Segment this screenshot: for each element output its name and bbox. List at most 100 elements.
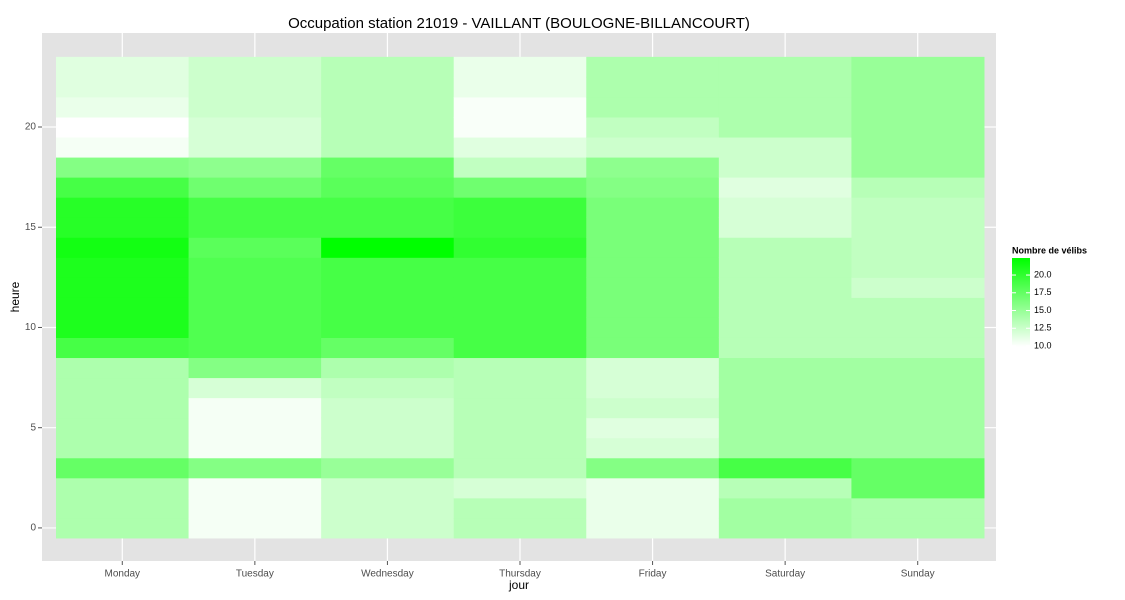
heat-cell [188, 377, 322, 399]
heat-cell [453, 96, 587, 118]
legend-gradient [1012, 302, 1030, 305]
legend-gradient [1012, 296, 1030, 299]
heat-cell [586, 497, 720, 519]
heat-cell [188, 76, 322, 98]
heat-cell [188, 177, 322, 198]
heat-cell [56, 337, 190, 359]
heat-cell [586, 297, 720, 318]
heat-cell [56, 457, 190, 479]
legend-gradient [1012, 294, 1030, 297]
legend-gradient [1012, 264, 1030, 267]
legend-gradient [1012, 306, 1030, 309]
legend-gradient [1012, 318, 1030, 321]
heat-cell [321, 457, 455, 479]
heat-cell [718, 237, 852, 258]
heat-cell [718, 397, 852, 419]
heat-cell [188, 337, 322, 359]
heat-cell [586, 137, 720, 158]
heat-cell [718, 517, 852, 539]
heat-cell [188, 197, 322, 218]
heat-cell [718, 277, 852, 298]
heat-cell [321, 477, 455, 499]
heat-cell [851, 96, 985, 118]
x-tick-label: Thursday [499, 569, 541, 580]
heat-cell [586, 377, 720, 399]
y-axis-title: heure [8, 281, 22, 312]
legend-title: Nombre de vélibs [1012, 245, 1087, 255]
heat-cell [321, 517, 455, 539]
heat-cell [321, 497, 455, 519]
y-tick-label: 0 [30, 523, 36, 534]
heat-cell [56, 517, 190, 539]
heat-cell [586, 96, 720, 118]
legend-gradient [1012, 282, 1030, 285]
heat-cell [718, 317, 852, 338]
heat-cell [718, 76, 852, 98]
heat-cell [56, 477, 190, 499]
heat-cell [188, 157, 322, 178]
heat-cell [586, 517, 720, 539]
heat-cell [718, 297, 852, 318]
heat-cell [586, 197, 720, 218]
heat-cell [851, 177, 985, 198]
legend-gradient [1012, 316, 1030, 319]
heat-cell [188, 257, 322, 278]
heat-cell [718, 116, 852, 138]
y-tick-label: 15 [25, 222, 37, 233]
heat-cell [851, 397, 985, 419]
heat-cell [188, 317, 322, 338]
heat-cell [188, 116, 322, 138]
legend-gradient [1012, 286, 1030, 289]
heat-cell [188, 397, 322, 419]
heat-cell [586, 337, 720, 359]
x-tick-label: Wednesday [361, 569, 414, 580]
heat-cell [453, 277, 587, 298]
heat-cell [453, 217, 587, 238]
heat-cell [851, 357, 985, 379]
heat-cell [188, 477, 322, 499]
heat-cell [851, 337, 985, 359]
heat-cell [718, 337, 852, 359]
heat-cell [718, 417, 852, 439]
heat-cell [56, 437, 190, 459]
heat-cell [851, 137, 985, 158]
legend-gradient [1012, 268, 1030, 271]
heat-cell [321, 437, 455, 459]
heat-cell [586, 317, 720, 338]
heat-cell [56, 237, 190, 258]
heat-cell [851, 257, 985, 278]
heat-cell [56, 357, 190, 379]
heat-cell [586, 437, 720, 459]
legend-gradient [1012, 338, 1030, 341]
heat-cell [188, 237, 322, 258]
heat-cell [586, 56, 720, 78]
legend-gradient [1012, 340, 1030, 343]
heat-cell [718, 457, 852, 479]
x-tick-label: Saturday [765, 569, 805, 580]
heat-cell [56, 497, 190, 519]
heat-cell [321, 157, 455, 178]
heat-cell [453, 417, 587, 439]
heat-cell [321, 317, 455, 338]
heat-cell [453, 116, 587, 138]
heat-cell [586, 237, 720, 258]
legend-gradient [1012, 274, 1030, 277]
heat-cell [56, 397, 190, 419]
heat-cell [586, 76, 720, 98]
heat-cell [718, 197, 852, 218]
heat-cell [321, 197, 455, 218]
legend-gradient [1012, 310, 1030, 313]
heat-cell [851, 237, 985, 258]
heat-cell [453, 177, 587, 198]
heat-cell [188, 137, 322, 158]
heat-cell [453, 457, 587, 479]
heat-cell [718, 497, 852, 519]
legend-gradient [1012, 258, 1030, 261]
heat-cell [321, 217, 455, 238]
heat-cell [718, 157, 852, 178]
heat-cell [56, 137, 190, 158]
heat-cell [56, 116, 190, 138]
heat-cell [851, 76, 985, 98]
heat-cell [453, 237, 587, 258]
legend-gradient [1012, 314, 1030, 317]
